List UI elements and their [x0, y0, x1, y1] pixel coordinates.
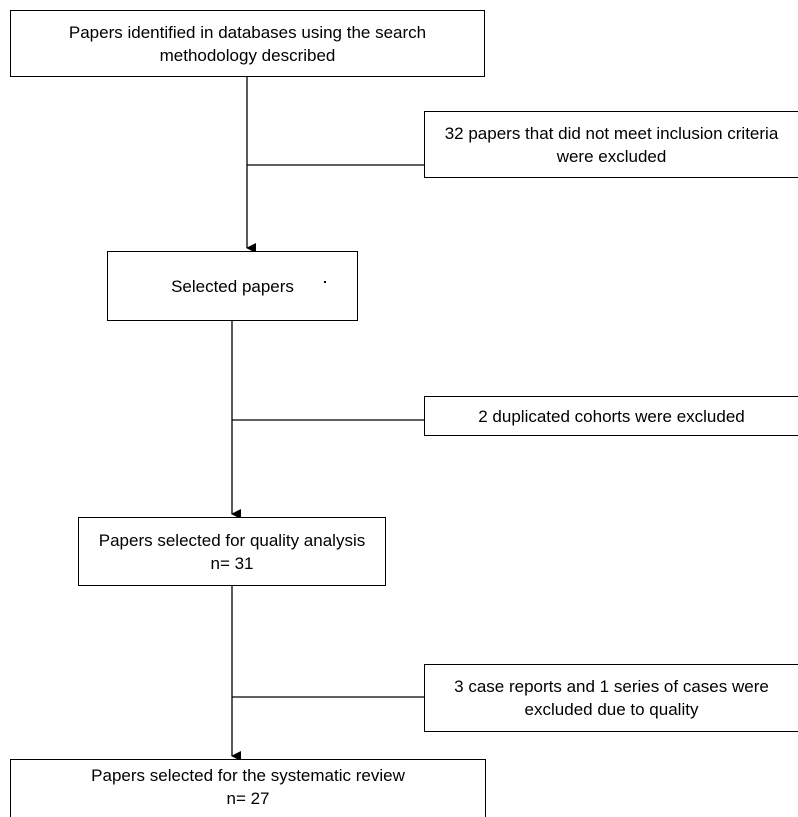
quality-line-2: n= 31 — [210, 553, 254, 573]
review-line-1: Papers selected for the systematic revie… — [91, 766, 405, 785]
box-quality-analysis: Papers selected for quality analysis n= … — [78, 517, 386, 586]
excluded-quality-line-2: excluded due to quality — [524, 700, 699, 719]
identified-line-1: Papers identified in databases using the… — [68, 22, 427, 42]
excluded-duplicates-line-1: 2 duplicated cohorts were excluded — [478, 406, 745, 426]
excluded-quality-line-1: 3 case reports and 1 series of cases wer… — [454, 677, 769, 696]
box-identified-papers: Papers identified in databases using the… — [10, 10, 485, 77]
excluded-criteria-line-2: were excluded — [556, 146, 667, 166]
quality-line-1: Papers selected for quality analysis — [98, 530, 366, 550]
box-systematic-review: Papers selected for the systematic revie… — [10, 759, 486, 817]
box-excluded-duplicates: 2 duplicated cohorts were excluded — [424, 396, 798, 436]
stray-dot-mark — [324, 281, 326, 283]
box-selected-papers: Selected papers — [107, 251, 358, 321]
box-excluded-criteria: 32 papers that did not meet inclusion cr… — [424, 111, 798, 178]
excluded-criteria-line-1: 32 papers that did not meet inclusion cr… — [444, 123, 779, 143]
review-line-2: n= 27 — [226, 789, 270, 808]
identified-line-2: methodology described — [159, 45, 336, 65]
selected-line-1: Selected papers — [171, 276, 294, 296]
box-excluded-quality: 3 case reports and 1 series of cases wer… — [424, 664, 798, 732]
